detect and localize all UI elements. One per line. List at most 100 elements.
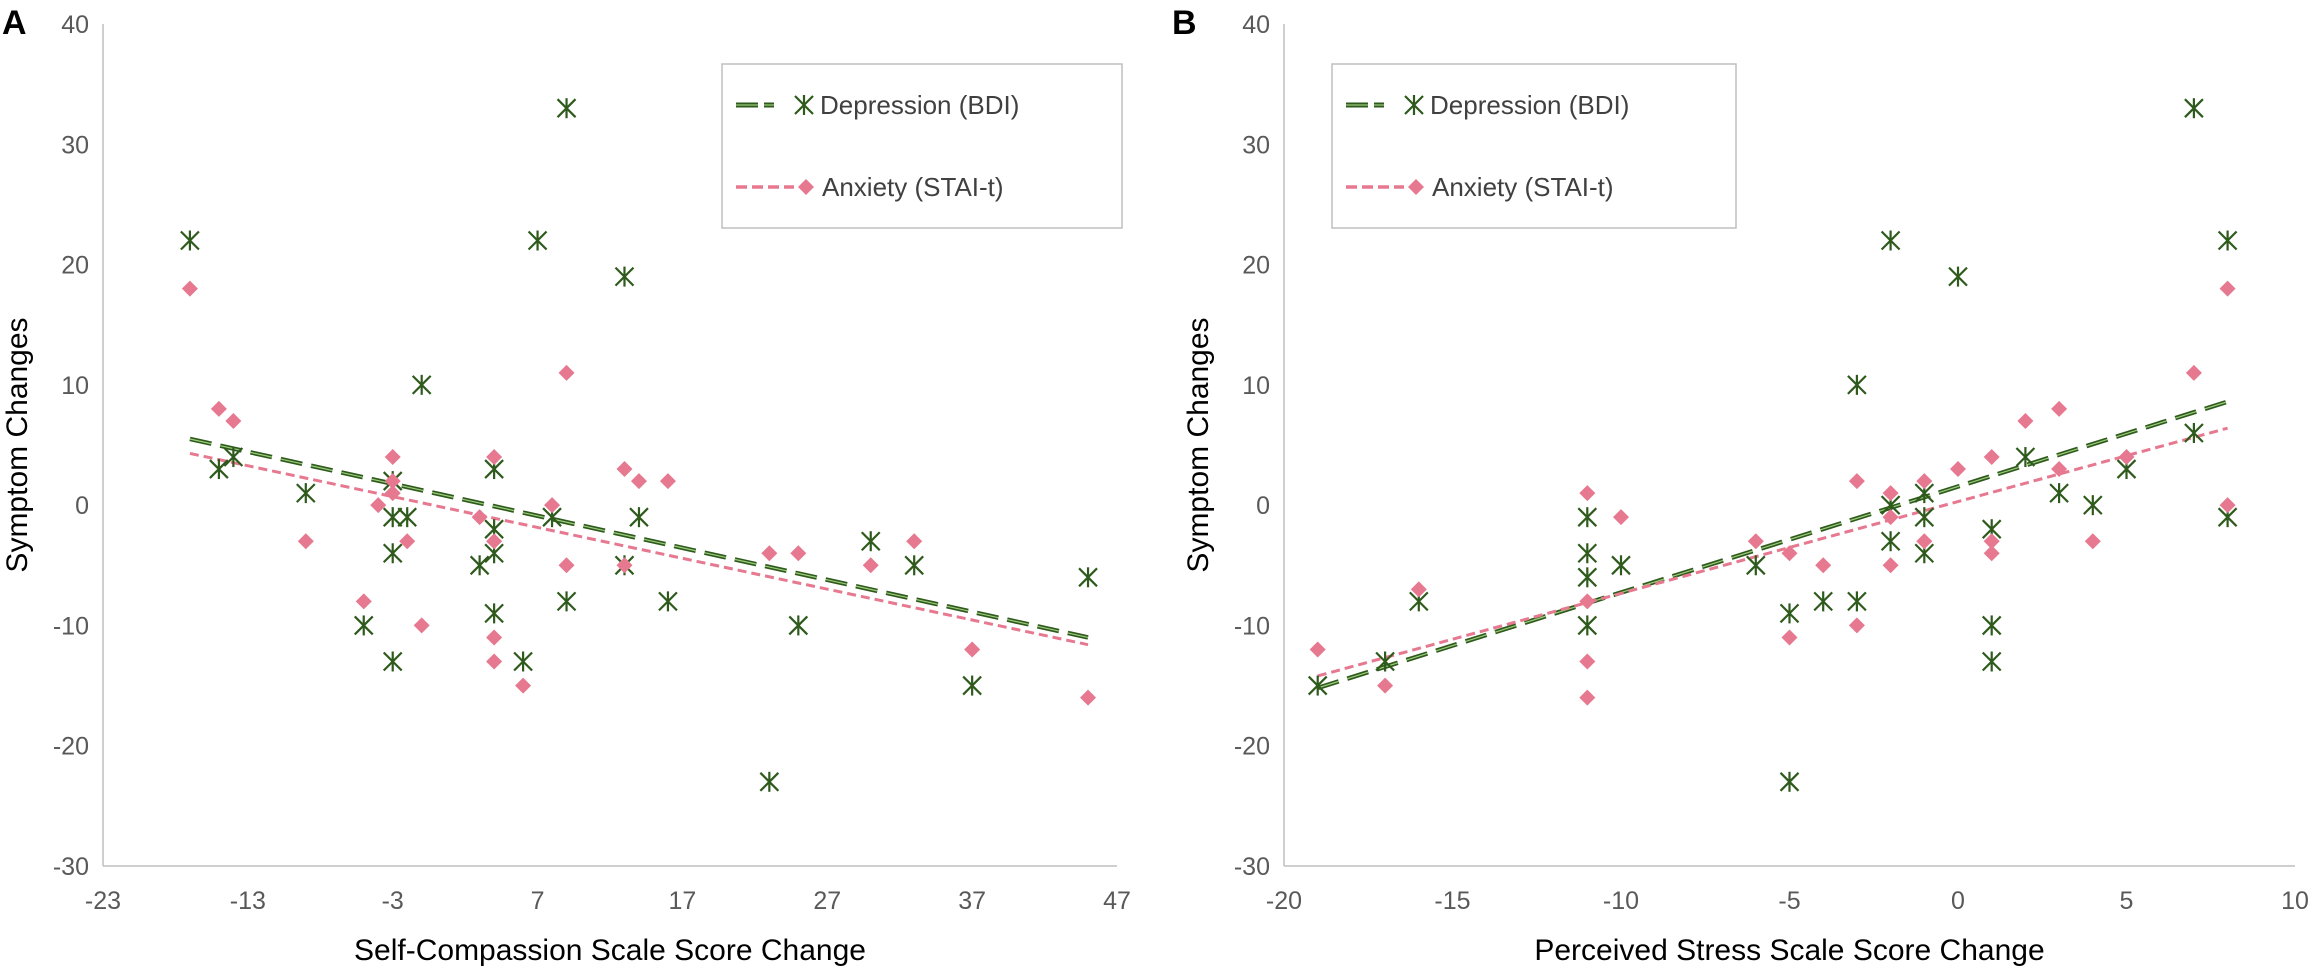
legend-box xyxy=(721,63,1123,229)
anxiety-point xyxy=(761,545,778,562)
y-tick-label: 10 xyxy=(61,372,89,400)
anxiety-point xyxy=(2219,497,2236,514)
legend-marker-depression xyxy=(794,95,814,115)
anxiety-point xyxy=(1882,509,1899,526)
depression-point xyxy=(2015,447,2036,468)
depression-point xyxy=(629,507,649,528)
legend: Depression (BDI) Anxiety (STAI-t) xyxy=(721,63,1123,229)
anxiety-point xyxy=(1579,653,1596,670)
depression-point xyxy=(484,603,504,624)
anxiety-point xyxy=(862,557,879,574)
x-tick-label: 17 xyxy=(669,887,697,915)
anxiety-point xyxy=(1613,509,1629,526)
anxiety-point xyxy=(1309,641,1326,658)
depression-point xyxy=(556,591,577,612)
anxiety-point xyxy=(1781,629,1798,646)
anxiety-point xyxy=(370,497,387,514)
anxiety-point xyxy=(2118,449,2135,466)
x-tick-label: -15 xyxy=(1434,887,1470,915)
depression-point xyxy=(382,651,403,672)
depression-point xyxy=(658,591,678,612)
x-tick-label: -13 xyxy=(230,887,266,915)
anxiety-point xyxy=(1781,545,1798,562)
anxiety-point xyxy=(2185,364,2202,381)
trendline-depression-highlight xyxy=(189,438,1089,639)
panel-a: A -30 -20 -10 0 10 20 30 40 -23 -13 -3 7 17 27 37 47 Self… xyxy=(1,4,1131,967)
x-tick-label: 47 xyxy=(1103,887,1131,915)
depression-point xyxy=(382,543,403,564)
anxiety-point xyxy=(297,533,314,550)
depression-point xyxy=(1880,531,1901,552)
anxiety-point xyxy=(906,533,923,550)
depression-point xyxy=(209,459,229,480)
anxiety-point xyxy=(1983,545,2000,562)
x-tick-label: -23 xyxy=(85,887,121,915)
depression-point xyxy=(1375,651,1395,672)
anxiety-point xyxy=(544,497,561,514)
x-tick-label: -3 xyxy=(382,887,404,915)
anxiety-point xyxy=(1579,593,1596,610)
anxiety-point xyxy=(1815,557,1832,574)
depression-point xyxy=(223,447,244,468)
anxiety-point xyxy=(486,653,503,670)
anxiety-point xyxy=(1848,617,1865,634)
trendline-depression-highlight xyxy=(1317,401,2228,689)
x-tick-label: 0 xyxy=(1951,887,1965,915)
depression-point xyxy=(788,615,809,636)
anxiety-point xyxy=(486,533,503,550)
depression-point xyxy=(2083,495,2103,516)
anxiety-point xyxy=(1983,533,2000,550)
anxiety-point xyxy=(558,557,575,574)
anxiety-point xyxy=(2051,400,2068,417)
depression-point xyxy=(1577,507,1598,528)
depression-point xyxy=(1914,507,1935,528)
depression-point xyxy=(1611,555,1631,576)
depression-point xyxy=(2217,230,2238,251)
depression-point xyxy=(614,266,635,287)
depression-point xyxy=(397,507,417,528)
anxiety-point xyxy=(1882,485,1899,502)
y-tick-label: -30 xyxy=(53,853,89,881)
anxiety-point xyxy=(790,545,807,562)
depression-point xyxy=(1078,567,1098,588)
x-tick-label: 7 xyxy=(531,887,545,915)
x-tick-label: -20 xyxy=(1266,887,1302,915)
y-tick-label: 0 xyxy=(1256,492,1270,520)
depression-point xyxy=(411,374,432,395)
depression-point xyxy=(1779,771,1800,792)
depression-point xyxy=(469,555,490,576)
depression-point xyxy=(1746,555,1766,576)
legend-item-anxiety: Anxiety (STAI-t) xyxy=(1346,172,1614,202)
depression-point xyxy=(1577,567,1598,588)
depression-point xyxy=(1847,374,1867,395)
depression-point xyxy=(1779,603,1800,624)
legend-marker-depression xyxy=(1404,95,1424,115)
anxiety-point xyxy=(384,449,401,466)
depression-point xyxy=(1981,615,2002,636)
depression-point xyxy=(1880,230,1901,251)
anxiety-point xyxy=(1080,689,1097,706)
y-tick-label: 0 xyxy=(75,492,89,520)
legend: Depression (BDI) Anxiety (STAI-t) xyxy=(1331,63,1737,229)
x-axis-title: Self-Compassion Scale Score Change xyxy=(354,934,866,967)
anxiety-point xyxy=(616,557,633,574)
depression-point xyxy=(353,615,374,636)
depression-point xyxy=(2184,98,2204,119)
depression-point xyxy=(2049,483,2069,504)
legend-marker-anxiety xyxy=(798,179,814,195)
depression-point xyxy=(962,675,982,696)
y-tick-label: -10 xyxy=(53,612,89,640)
depression-point xyxy=(1577,543,1598,564)
x-tick-label: 5 xyxy=(2120,887,2134,915)
depression-point xyxy=(1981,651,2002,672)
anxiety-point xyxy=(384,473,401,490)
legend-box xyxy=(1331,63,1737,229)
anxiety-point xyxy=(225,412,242,429)
depression-point xyxy=(527,230,548,251)
y-tick-label: 30 xyxy=(61,131,89,159)
depression-point xyxy=(1813,591,1833,612)
panel-b: B -30 -20 -10 0 10 20 30 40 -20 -15 -10 -5 0 5 10 Percei… xyxy=(1172,4,2309,967)
legend-label-depression: Depression (BDI) xyxy=(820,90,1019,120)
anxiety-point xyxy=(2084,533,2101,550)
